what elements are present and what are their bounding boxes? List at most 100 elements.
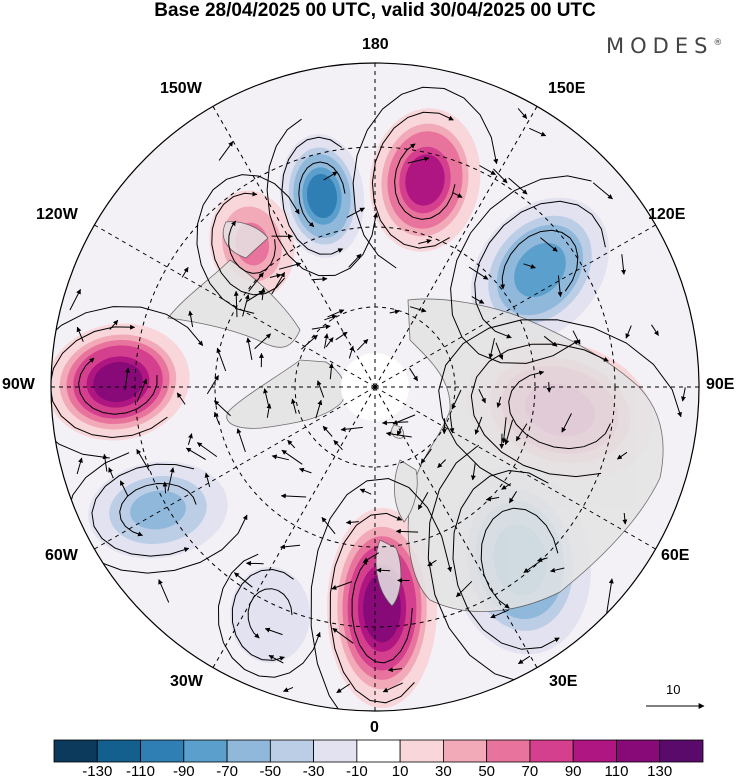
wind-arrow [468,266,489,280]
wind-arrow [387,667,403,673]
wind-arrow [449,413,455,434]
colorbar-swatch [53,739,98,763]
wind-arrow [452,192,463,198]
colorbar-tick-label: -90 [172,763,195,780]
wind-arrow [681,387,686,402]
streamline-arrow [394,143,456,220]
wind-arrow [456,580,473,598]
wind-arrow [254,333,272,350]
wind-arrow [561,413,572,433]
lon-label-30e: 30E [549,673,578,690]
wind-arrow [407,156,430,164]
wind-arrow [242,294,250,317]
wind-arrow [392,414,416,425]
wind-arrow [479,165,496,176]
streamline-arrow [281,136,344,255]
meridian-line [374,106,538,388]
streamline-arrow [474,200,606,339]
meridian-line [212,386,376,668]
lon-label-90e: 90E [706,376,735,393]
wind-arrow [546,382,552,393]
anomaly-contour-negative [306,173,338,219]
wind-arrow [331,581,353,590]
streamline-arrow [196,174,300,314]
anomaly-contour-negative [514,242,566,298]
wind-arrow [187,433,193,445]
colorbar-tick-label: -130 [82,763,113,780]
wind-arrow [124,367,131,391]
wind-arrow [316,380,325,398]
wind-arrow [508,491,518,504]
streamline-arrow [119,482,197,537]
colorbar-tick-label: 130 [647,763,673,780]
colorbar-tick-label: 90 [564,763,582,780]
wind-arrow [324,314,337,321]
wind-arrow [102,453,108,472]
colorbar-swatch [226,739,271,763]
wind-arrow [488,338,495,359]
wind-arrow [517,655,531,665]
wind-arrow [335,331,348,341]
europe-coast-land [375,539,402,607]
wind-arrow [474,416,483,435]
land-masses [167,221,664,612]
wind-arrow [76,457,83,475]
wind-arrow [478,388,486,404]
wind-arrow [109,319,119,330]
wind-arrow [271,454,290,461]
streamline-arrow [480,507,559,609]
wind-arrow [616,451,628,460]
lon-label-120w: 120W [36,206,78,223]
colorbar-swatch [313,739,358,763]
wind-arrow [108,467,114,479]
wind-arrow [162,481,168,494]
colorbar-tick-label: -70 [216,763,238,780]
wind-arrow [495,342,504,360]
streamline-arrow [231,568,294,661]
lon-label-150w: 150W [160,80,202,97]
wind-arrow [236,428,246,453]
colorbar-swatch [486,739,531,763]
wind-arrow [363,552,380,563]
colorbar-swatch [140,739,185,763]
wind-arrow [269,273,282,279]
wind-arrow [315,399,323,419]
colorbar-tick-label: -10 [346,763,368,780]
wind-arrow [328,363,334,380]
wind-arrow [496,396,502,408]
anomaly-contour-positive [93,361,143,403]
brand-mark: ® [713,38,723,48]
streamline-arrow [51,324,168,439]
wind-arrow [490,609,509,619]
streamline-arrow [351,559,413,664]
wind-arrow [550,567,565,573]
wind-arrow [280,493,307,499]
colorbar-tick-label: -50 [259,763,282,780]
streamline-arrow [470,343,609,478]
wind-arrow [158,579,170,603]
wind-arrow [213,400,231,417]
wind-arrow [493,168,508,184]
wind-arrow [485,496,500,502]
streamline-arrow [508,370,611,450]
wind-arrow [204,472,211,488]
wind-arrow [245,560,264,566]
streamline-arrow [452,469,560,650]
colorbar-swatch [659,739,704,763]
wind-arrow [327,309,345,318]
wind-arrow [321,517,336,535]
wind-arrow [167,467,175,492]
scandinavia-land [394,459,418,523]
reference-vector-label: 10 [666,682,681,697]
lon-label-0: 0 [370,719,379,736]
lon-label-60w: 60W [45,547,78,564]
wind-arrow [409,306,427,313]
wind-arrow [233,290,239,318]
wind-arrow [543,335,558,347]
wind-arrow [529,127,547,137]
wind-arrow [281,449,303,465]
wind-arrow [136,378,148,403]
wind-arrow [557,275,563,298]
brand-name: MODES [606,34,714,58]
